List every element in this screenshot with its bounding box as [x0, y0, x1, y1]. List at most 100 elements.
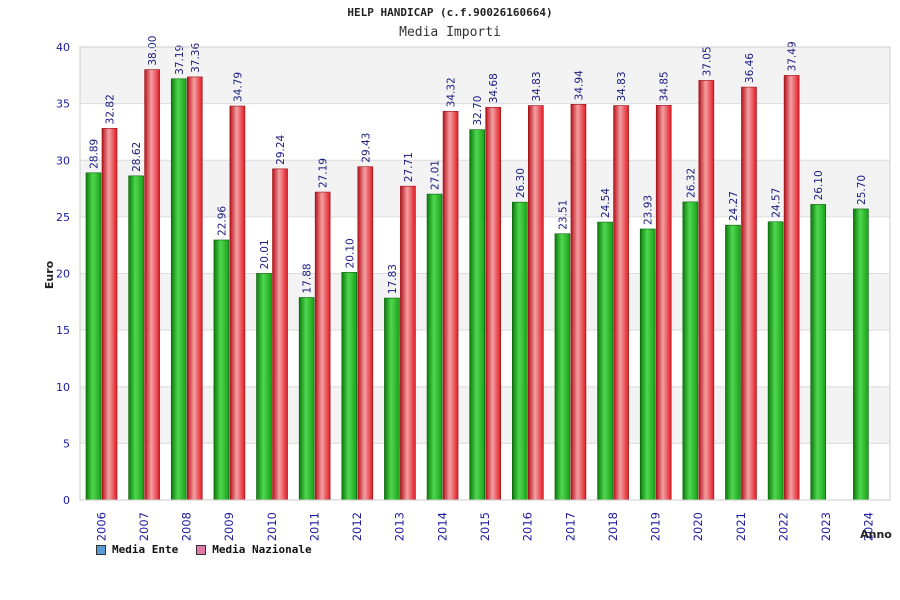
data-label-media-ente: 37.19: [174, 45, 186, 75]
x-tick-label: 2015: [478, 512, 492, 541]
y-tick-label: 15: [56, 324, 70, 337]
y-axis-label: Euro: [43, 260, 56, 289]
data-label-media-ente: 25.70: [856, 175, 868, 205]
data-label-media-ente: 23.51: [557, 200, 569, 230]
bar-media-nazionale: [229, 105, 246, 501]
legend-item-ente: Media Ente: [96, 543, 178, 556]
legend: Media Ente Media Nazionale: [96, 543, 312, 556]
bar-media-nazionale: [655, 105, 672, 501]
x-tick-label: 2016: [521, 512, 535, 541]
chart-title: HELP HANDICAP (c.f.90026160664): [347, 6, 553, 19]
bar-media-ente: [384, 297, 400, 501]
data-label-media-ente: 20.01: [259, 239, 271, 269]
x-tick-label: 2010: [265, 512, 279, 541]
bar-media-nazionale: [272, 168, 288, 501]
x-tick-label: 2019: [649, 512, 663, 541]
legend-swatch-ente: [96, 544, 106, 555]
data-label-media-nazionale: 27.19: [318, 158, 330, 188]
bar-media-nazionale: [357, 166, 374, 501]
data-label-media-nazionale: 27.71: [403, 152, 415, 182]
data-label-media-nazionale: 36.46: [744, 53, 756, 83]
data-label-media-nazionale: 34.83: [616, 71, 628, 101]
y-tick-label: 25: [56, 211, 70, 224]
y-tick-label: 40: [56, 41, 70, 54]
legend-swatch-nazionale: [196, 544, 207, 555]
data-label-media-nazionale: 34.32: [446, 77, 458, 107]
plot-border: [79, 46, 891, 501]
y-tick-label: 10: [56, 381, 70, 394]
data-label-media-ente: 26.30: [515, 168, 527, 198]
data-label-media-nazionale: 29.43: [360, 133, 372, 163]
bar-media-nazionale: [570, 104, 587, 501]
data-label-media-nazionale: 34.85: [659, 71, 671, 101]
data-label-media-ente: 28.62: [131, 142, 143, 172]
data-label-media-ente: 28.89: [89, 139, 101, 169]
bar-media-ente: [767, 221, 784, 501]
bar-media-nazionale: [613, 105, 629, 501]
bar-media-ente: [597, 221, 613, 501]
x-tick-label: 2021: [734, 512, 748, 541]
bar-media-ente: [469, 129, 485, 501]
x-tick-label: 2017: [563, 512, 577, 541]
bar-media-ente: [256, 273, 272, 501]
bar-media-ente: [725, 224, 741, 501]
bar-media-ente: [639, 228, 656, 501]
x-tick-label: 2008: [180, 512, 194, 541]
bar-media-ente: [512, 201, 528, 501]
x-axis-label: Anno: [860, 528, 892, 541]
bar-media-nazionale: [442, 111, 459, 501]
x-tick-label: 2011: [307, 512, 321, 541]
x-tick-label: 2007: [137, 512, 151, 541]
data-label-media-ente: 17.88: [302, 263, 314, 293]
legend-item-nazionale: Media Nazionale: [196, 543, 312, 556]
data-label-media-ente: 26.10: [813, 170, 825, 200]
bar-media-nazionale: [144, 69, 160, 501]
bar-media-nazionale: [485, 106, 501, 501]
x-tick-label: 2018: [606, 512, 620, 541]
y-tick-label: 30: [56, 154, 70, 167]
chart-subtitle: Media Importi: [399, 25, 501, 40]
y-tick-label: 0: [63, 494, 70, 507]
data-label-media-ente: 23.93: [643, 195, 655, 225]
bar-media-ente: [170, 78, 187, 501]
data-label-media-ente: 32.70: [472, 96, 484, 126]
legend-label-nazionale: Media Nazionale: [212, 543, 312, 556]
data-label-media-nazionale: 37.36: [190, 43, 202, 73]
bar-media-ente: [128, 175, 144, 501]
bar-media-ente: [341, 272, 358, 501]
data-label-media-nazionale: 32.82: [105, 94, 117, 124]
data-label-media-ente: 24.27: [728, 191, 740, 221]
bar-media-ente: [298, 297, 315, 501]
data-label-media-nazionale: 37.05: [701, 46, 713, 76]
bar-media-nazionale: [698, 80, 715, 501]
x-tick-label: 2014: [435, 512, 449, 541]
bar-media-ente: [810, 204, 827, 501]
bar-media-ente: [85, 172, 102, 501]
data-label-media-nazionale: 34.94: [573, 70, 585, 100]
data-label-media-nazionale: 34.68: [488, 73, 500, 103]
bar-media-nazionale: [101, 128, 118, 501]
data-label-media-ente: 24.54: [600, 188, 612, 218]
data-label-media-ente: 20.10: [344, 238, 356, 268]
bar-media-nazionale: [528, 105, 544, 501]
x-tick-label: 2013: [393, 512, 407, 541]
bar-media-ente: [426, 193, 443, 501]
bar-media-nazionale: [741, 86, 757, 501]
data-label-media-ente: 24.57: [771, 188, 783, 218]
data-label-media-nazionale: 34.79: [232, 72, 244, 102]
x-tick-label: 2009: [222, 512, 236, 541]
data-label-media-ente: 17.83: [387, 264, 399, 294]
data-label-media-ente: 26.32: [685, 168, 697, 198]
data-label-media-nazionale: 37.49: [787, 41, 799, 71]
bar-media-ente: [853, 208, 869, 501]
bar-media-nazionale: [186, 76, 203, 501]
y-tick-label: 35: [56, 98, 70, 111]
x-tick-label: 2024: [862, 512, 876, 541]
bar-media-nazionale: [783, 75, 800, 501]
x-tick-label: 2022: [776, 512, 790, 541]
data-label-media-ente: 22.96: [216, 206, 228, 236]
bar-media-ente: [554, 233, 571, 501]
data-label-media-nazionale: 38.00: [147, 36, 159, 66]
